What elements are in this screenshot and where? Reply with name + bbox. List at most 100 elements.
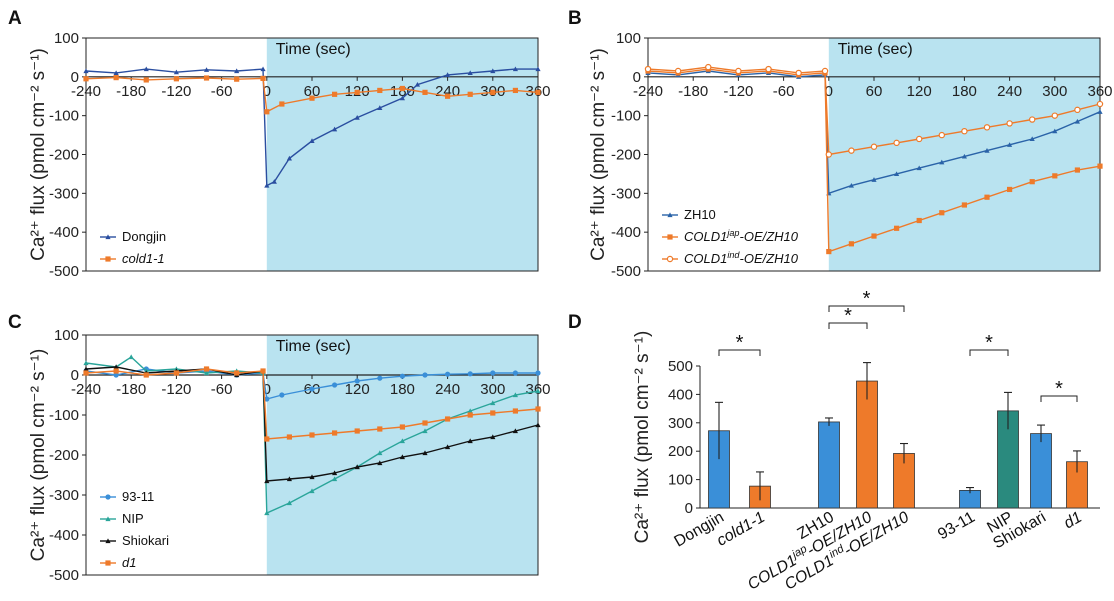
data-point-c-1 bbox=[286, 500, 292, 506]
legend-marker-c-3 bbox=[105, 560, 111, 566]
data-point-a-1 bbox=[279, 101, 285, 107]
significance-bracket-d-3 bbox=[969, 349, 1009, 356]
data-point-c-3 bbox=[143, 372, 149, 378]
data-point-c-1 bbox=[422, 428, 428, 434]
legend-label-b-0: ZH10 bbox=[684, 207, 716, 222]
data-point-c-3 bbox=[203, 366, 210, 372]
x-tick-label-b: -60 bbox=[773, 83, 795, 100]
time-axis-label-b: Time (sec) bbox=[838, 41, 913, 58]
x-tick-label-a: -240 bbox=[71, 83, 101, 100]
data-point-c-3 bbox=[234, 370, 240, 376]
data-point-c-2 bbox=[332, 470, 338, 476]
y-tick-label-a: 100 bbox=[54, 30, 79, 47]
series-line-b-1 bbox=[647, 68, 1101, 253]
data-point-a-0 bbox=[512, 66, 518, 72]
data-point-a-0 bbox=[264, 182, 270, 188]
data-point-c-0 bbox=[399, 373, 405, 379]
data-point-a-0 bbox=[490, 68, 496, 74]
y-tick-label-c: -200 bbox=[49, 447, 79, 464]
data-point-a-1 bbox=[535, 89, 541, 95]
data-point-c-2 bbox=[490, 434, 496, 440]
data-point-b-1 bbox=[826, 248, 832, 255]
y-tick-label-a: -500 bbox=[49, 263, 79, 280]
series-line-b-2 bbox=[647, 66, 1101, 156]
data-point-b-2 bbox=[674, 67, 682, 75]
legend-marker-b-0 bbox=[667, 212, 673, 218]
data-point-a-1 bbox=[445, 93, 451, 99]
data-point-c-0 bbox=[512, 370, 519, 376]
y-axis-label-c: Ca²⁺ flux (pmol cm⁻² s⁻¹) bbox=[28, 349, 49, 562]
data-point-c-1 bbox=[83, 360, 89, 366]
x-tick-label-a: -60 bbox=[211, 83, 233, 100]
x-tick-label-a: 180 bbox=[390, 83, 415, 100]
data-point-c-1 bbox=[203, 370, 210, 376]
data-point-c-0 bbox=[279, 392, 285, 398]
data-point-a-0 bbox=[83, 68, 89, 74]
data-point-c-3 bbox=[377, 426, 383, 432]
bar-d-2 bbox=[818, 421, 840, 509]
data-point-c-1 bbox=[332, 476, 338, 482]
data-point-b-1 bbox=[939, 210, 945, 216]
data-point-b-0 bbox=[916, 165, 922, 171]
data-point-a-0 bbox=[332, 126, 338, 132]
category-label-d-8: d1 bbox=[1061, 509, 1085, 533]
data-point-b-1 bbox=[1007, 186, 1013, 193]
significance-star-d-1: * bbox=[844, 305, 852, 327]
x-tick-label-b: 360 bbox=[1087, 83, 1112, 100]
data-point-b-0 bbox=[1074, 118, 1080, 124]
data-point-c-2 bbox=[286, 476, 292, 482]
data-point-c-0 bbox=[535, 370, 541, 376]
data-point-a-0 bbox=[377, 105, 383, 110]
data-point-c-1 bbox=[535, 388, 541, 394]
x-tick-label-a: 60 bbox=[304, 83, 321, 100]
data-point-a-1 bbox=[422, 89, 428, 95]
legend-marker-c-1 bbox=[105, 516, 111, 522]
data-point-b-2 bbox=[795, 69, 802, 77]
time-axis-label-c: Time (sec) bbox=[276, 338, 351, 355]
panel-letter-b: B bbox=[568, 8, 582, 29]
data-point-c-3 bbox=[467, 412, 473, 418]
data-point-c-2 bbox=[377, 460, 383, 466]
significance-bracket-d-0 bbox=[718, 349, 761, 356]
data-point-b-2 bbox=[870, 143, 878, 150]
data-point-b-2 bbox=[1006, 120, 1013, 127]
data-point-a-0 bbox=[354, 115, 360, 120]
data-point-c-2 bbox=[354, 464, 360, 470]
x-tick-label-b: 240 bbox=[997, 83, 1022, 100]
legend-label-a-0: Dongjin bbox=[122, 229, 166, 244]
y-tick-label-d: 400 bbox=[668, 386, 693, 403]
stimulus-shade-a bbox=[266, 38, 538, 271]
data-point-b-1 bbox=[916, 217, 922, 224]
data-point-a-0 bbox=[173, 69, 179, 75]
data-point-b-2 bbox=[821, 67, 829, 75]
data-point-b-0 bbox=[1029, 136, 1035, 142]
data-point-a-1 bbox=[354, 89, 360, 95]
data-point-c-2 bbox=[113, 364, 119, 370]
data-point-b-2 bbox=[1096, 100, 1104, 108]
data-point-c-3 bbox=[83, 370, 89, 376]
data-point-b-2 bbox=[1051, 112, 1059, 119]
panel-letter-d: D bbox=[568, 312, 582, 333]
data-point-b-0 bbox=[984, 148, 990, 153]
data-point-c-0 bbox=[377, 375, 383, 381]
line-chart-a: 100 0 -100 -200 -300 -400 -500 -240 -180 -120 -60 0… bbox=[28, 30, 551, 280]
data-point-b-1 bbox=[848, 241, 854, 247]
y-tick-label-c: -100 bbox=[49, 407, 79, 424]
y-tick-label-a: -400 bbox=[49, 224, 79, 241]
data-point-a-1 bbox=[173, 76, 179, 82]
data-point-a-1 bbox=[490, 89, 496, 95]
y-axis-label-a: Ca²⁺ flux (pmol cm⁻² s⁻¹) bbox=[28, 48, 49, 261]
x-tick-label-b: 0 bbox=[825, 83, 833, 100]
data-point-b-1 bbox=[1097, 163, 1103, 169]
x-tick-label-a: -120 bbox=[161, 83, 191, 100]
data-point-b-2 bbox=[1074, 106, 1081, 114]
data-point-c-3 bbox=[260, 368, 266, 374]
data-point-a-0 bbox=[399, 95, 405, 101]
legend-label-c-3: d1 bbox=[122, 555, 136, 570]
y-tick-label-d: 500 bbox=[668, 358, 693, 375]
data-point-b-2 bbox=[916, 135, 923, 143]
x-tick-label-c: -120 bbox=[161, 381, 191, 398]
data-point-c-0 bbox=[332, 382, 338, 388]
data-point-b-1 bbox=[1029, 179, 1035, 185]
